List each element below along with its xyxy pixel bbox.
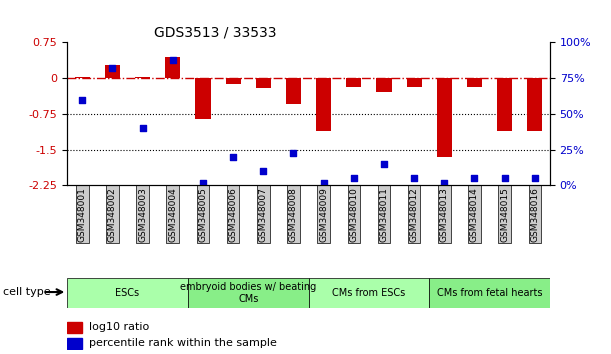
- Text: embryoid bodies w/ beating
CMs: embryoid bodies w/ beating CMs: [180, 282, 316, 304]
- FancyBboxPatch shape: [188, 278, 309, 308]
- Point: [78, 97, 87, 103]
- Point: [409, 176, 419, 181]
- Point: [470, 176, 480, 181]
- Text: GDS3513 / 33533: GDS3513 / 33533: [154, 26, 277, 40]
- Text: CMs from ESCs: CMs from ESCs: [332, 288, 406, 298]
- Bar: [105, 65, 120, 78]
- Point: [379, 161, 389, 167]
- Bar: [75, 77, 90, 78]
- Point: [258, 168, 268, 174]
- Text: ESCs: ESCs: [115, 288, 139, 298]
- Point: [349, 176, 359, 181]
- Bar: [196, 78, 211, 119]
- Bar: [376, 78, 392, 92]
- Point: [530, 176, 540, 181]
- Point: [500, 176, 510, 181]
- Bar: [135, 77, 150, 78]
- Bar: [67, 338, 82, 349]
- Point: [168, 57, 178, 62]
- FancyBboxPatch shape: [309, 278, 429, 308]
- Bar: [165, 57, 180, 78]
- FancyBboxPatch shape: [429, 278, 550, 308]
- Text: percentile rank within the sample: percentile rank within the sample: [89, 338, 277, 348]
- Bar: [527, 78, 543, 131]
- Point: [288, 150, 298, 155]
- FancyBboxPatch shape: [67, 278, 188, 308]
- Text: log10 ratio: log10 ratio: [89, 322, 149, 332]
- Bar: [67, 322, 82, 333]
- Bar: [256, 78, 271, 88]
- Point: [137, 125, 147, 131]
- Point: [319, 180, 329, 185]
- Bar: [497, 78, 512, 131]
- Bar: [316, 78, 331, 131]
- Point: [108, 65, 117, 71]
- Point: [229, 154, 238, 160]
- Bar: [225, 78, 241, 84]
- Point: [439, 180, 449, 185]
- Bar: [406, 78, 422, 87]
- Bar: [437, 78, 452, 157]
- Bar: [286, 78, 301, 104]
- Text: cell type: cell type: [3, 287, 51, 297]
- Point: [198, 180, 208, 185]
- Bar: [346, 78, 361, 87]
- Bar: [467, 78, 482, 87]
- Text: CMs from fetal hearts: CMs from fetal hearts: [437, 288, 543, 298]
